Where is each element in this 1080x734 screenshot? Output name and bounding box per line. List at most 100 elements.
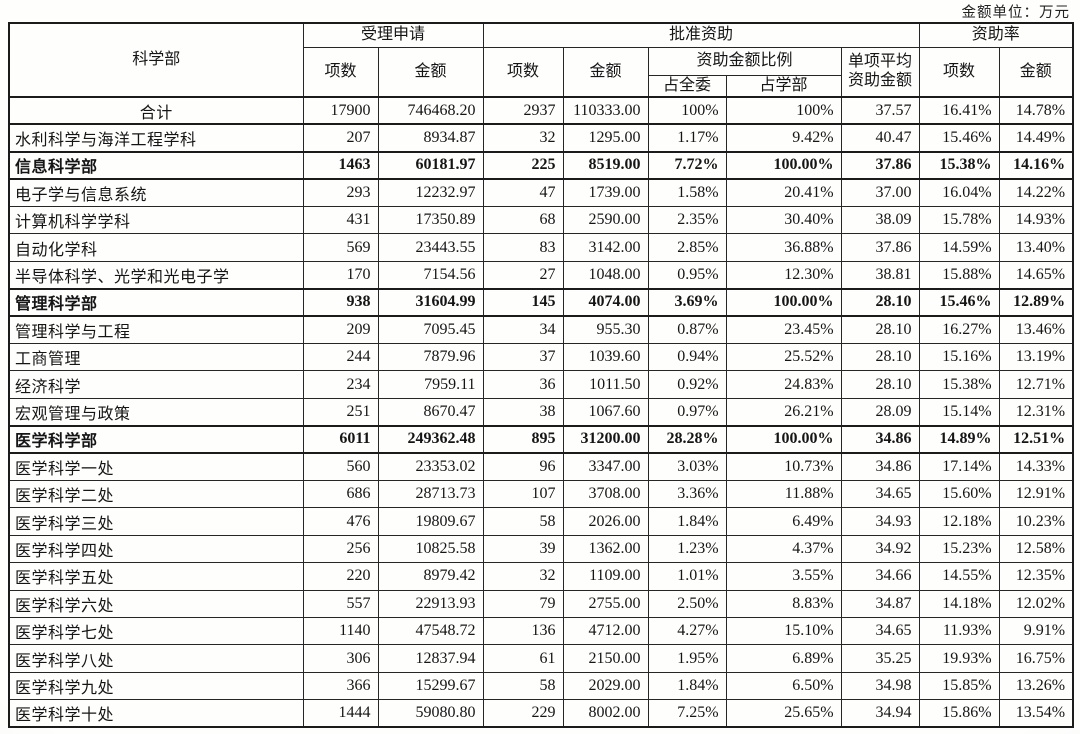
table-row: 医学科学三处 476 19809.67 58 2026.00 1.84% 6.49% 34.9… bbox=[8, 507, 1074, 536]
row-value: 4.27% bbox=[647, 616, 727, 646]
row-value: 31200.00 bbox=[562, 424, 649, 455]
table-row: 医学科学五处 220 8979.42 32 1109.00 1.01% 3.55% 34.66… bbox=[8, 562, 1074, 591]
row-value: 17350.89 bbox=[377, 206, 484, 235]
row-value: 2029.00 bbox=[562, 671, 649, 701]
row-value: 2026.00 bbox=[562, 507, 649, 536]
row-value: 3.36% bbox=[647, 479, 727, 509]
row-value: 19.93% bbox=[918, 644, 1000, 673]
row-value: 0.87% bbox=[647, 315, 727, 345]
row-value: 68 bbox=[482, 206, 564, 235]
row-value: 14.22% bbox=[998, 178, 1074, 208]
row-value: 23443.55 bbox=[377, 233, 484, 262]
row-value: 58 bbox=[482, 671, 564, 701]
row-value: 34.65 bbox=[840, 616, 920, 646]
row-value: 79 bbox=[482, 589, 564, 618]
row-value: 746468.20 bbox=[377, 96, 484, 126]
row-value: 2590.00 bbox=[562, 206, 649, 235]
row-value: 27 bbox=[482, 260, 564, 290]
row-value: 431 bbox=[302, 206, 379, 235]
table-body: 合计 17900 746468.20 2937 110333.00 100% 100% 37.… bbox=[8, 96, 1074, 728]
row-value: 1.23% bbox=[647, 534, 727, 564]
row-value: 15.88% bbox=[918, 260, 1000, 290]
row-value: 3.55% bbox=[725, 562, 842, 591]
header-pct-committee: 占全委 bbox=[647, 74, 727, 98]
table-row: 医学科学八处 306 12837.94 61 2150.00 1.95% 6.89% 35.2… bbox=[8, 644, 1074, 673]
row-value: 13.40% bbox=[998, 233, 1074, 262]
row-value: 15.86% bbox=[918, 699, 1000, 728]
table-row: 医学科学一处 560 23353.02 96 3347.00 3.03% 10.73% 34.… bbox=[8, 452, 1074, 481]
row-label: 自动化学科 bbox=[8, 233, 304, 262]
row-value: 14.89% bbox=[918, 424, 1000, 455]
row-value: 37.86 bbox=[840, 150, 920, 181]
row-value: 256 bbox=[302, 534, 379, 564]
row-value: 0.97% bbox=[647, 397, 727, 427]
row-value: 1039.60 bbox=[562, 343, 649, 372]
row-value: 14.16% bbox=[998, 150, 1074, 181]
row-value: 100% bbox=[725, 96, 842, 126]
table-row: 合计 17900 746468.20 2937 110333.00 100% 100% 37.… bbox=[8, 96, 1074, 126]
row-value: 6.89% bbox=[725, 644, 842, 673]
row-value: 1.84% bbox=[647, 507, 727, 536]
row-value: 207 bbox=[302, 123, 379, 153]
row-value: 24.83% bbox=[725, 370, 842, 399]
row-value: 16.27% bbox=[918, 315, 1000, 345]
row-value: 229 bbox=[482, 699, 564, 728]
row-value: 0.95% bbox=[647, 260, 727, 290]
row-value: 60181.97 bbox=[377, 150, 484, 181]
row-value: 15.38% bbox=[918, 370, 1000, 399]
row-value: 3347.00 bbox=[562, 452, 649, 481]
header-ratio-group: 资助金额比例 bbox=[647, 46, 842, 76]
row-value: 234 bbox=[302, 370, 379, 399]
row-value: 1048.00 bbox=[562, 260, 649, 290]
row-value: 3.69% bbox=[647, 287, 727, 318]
header-accepted-group: 受理申请 bbox=[302, 22, 484, 48]
table-row: 管理科学与工程 209 7095.45 34 955.30 0.87% 23.45% 28.1… bbox=[8, 315, 1074, 345]
row-value: 170 bbox=[302, 260, 379, 290]
row-value: 2755.00 bbox=[562, 589, 649, 618]
row-value: 1.01% bbox=[647, 562, 727, 591]
row-value: 12.51% bbox=[998, 424, 1074, 455]
row-label: 信息科学部 bbox=[8, 150, 304, 181]
row-value: 32 bbox=[482, 123, 564, 153]
row-value: 1011.50 bbox=[562, 370, 649, 399]
row-value: 895 bbox=[482, 424, 564, 455]
row-value: 96 bbox=[482, 452, 564, 481]
row-label: 水利科学与海洋工程学科 bbox=[8, 123, 304, 153]
row-value: 15.10% bbox=[725, 616, 842, 646]
row-value: 12.31% bbox=[998, 397, 1074, 427]
row-label: 医学科学二处 bbox=[8, 479, 304, 509]
row-value: 35.25 bbox=[840, 644, 920, 673]
row-value: 7959.11 bbox=[377, 370, 484, 399]
row-value: 293 bbox=[302, 178, 379, 208]
row-value: 39 bbox=[482, 534, 564, 564]
row-label: 电子学与信息系统 bbox=[8, 178, 304, 208]
row-value: 16.04% bbox=[918, 178, 1000, 208]
row-value: 15.46% bbox=[918, 123, 1000, 153]
row-value: 34.93 bbox=[840, 507, 920, 536]
row-value: 7154.56 bbox=[377, 260, 484, 290]
row-label: 医学科学八处 bbox=[8, 644, 304, 673]
row-value: 25.52% bbox=[725, 343, 842, 372]
header-avg-amount: 单项平均资助金额 bbox=[840, 46, 920, 98]
row-value: 28.10 bbox=[840, 315, 920, 345]
row-value: 12.91% bbox=[998, 479, 1074, 509]
table-row: 水利科学与海洋工程学科 207 8934.87 32 1295.00 1.17% 9.42%… bbox=[8, 123, 1074, 153]
row-value: 14.49% bbox=[998, 123, 1074, 153]
row-label: 计算机科学学科 bbox=[8, 206, 304, 235]
row-value: 2150.00 bbox=[562, 644, 649, 673]
row-value: 61 bbox=[482, 644, 564, 673]
row-value: 12.18% bbox=[918, 507, 1000, 536]
row-label: 医学科学十处 bbox=[8, 699, 304, 728]
row-value: 14.33% bbox=[998, 452, 1074, 481]
row-value: 100% bbox=[647, 96, 727, 126]
row-value: 1463 bbox=[302, 150, 379, 181]
table-row: 信息科学部 1463 60181.97 225 8519.00 7.72% 100.00% 3… bbox=[8, 150, 1074, 181]
table-row: 医学科学四处 256 10825.58 39 1362.00 1.23% 4.37% 34.9… bbox=[8, 534, 1074, 564]
row-value: 14.93% bbox=[998, 206, 1074, 235]
row-value: 34.92 bbox=[840, 534, 920, 564]
header-rate-count: 项数 bbox=[918, 46, 1000, 98]
row-value: 1140 bbox=[302, 616, 379, 646]
row-value: 110333.00 bbox=[562, 96, 649, 126]
row-value: 15.78% bbox=[918, 206, 1000, 235]
row-value: 38.09 bbox=[840, 206, 920, 235]
